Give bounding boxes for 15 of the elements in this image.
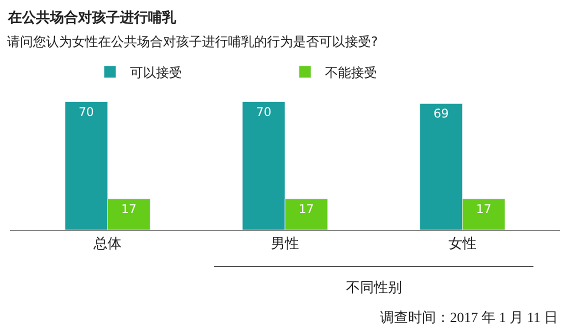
data-label: 70 <box>78 104 94 119</box>
data-label: 69 <box>433 106 449 121</box>
legend-label: 可以接受 <box>130 66 182 81</box>
chart-subtitle: 请问您认为女性在公共场合对孩子进行哺乳的行为是否可以接受? <box>7 35 378 50</box>
text: 不同性别 <box>346 280 402 296</box>
data-label: 17 <box>121 202 137 216</box>
data-label: 17 <box>298 202 314 216</box>
chart-title: 在公共场合对孩子进行哺乳 <box>7 9 177 26</box>
x-tick-label: 男性 <box>271 236 299 252</box>
x-tick-label: 总体 <box>92 236 122 252</box>
legend-label: 不能接受 <box>325 66 377 81</box>
x-tick-label: 女性 <box>448 236 476 252</box>
data-label: 70 <box>256 104 272 119</box>
data-label: 17 <box>476 202 492 216</box>
text: 调查时间：2017 年 1 月 11 日 <box>380 310 558 326</box>
